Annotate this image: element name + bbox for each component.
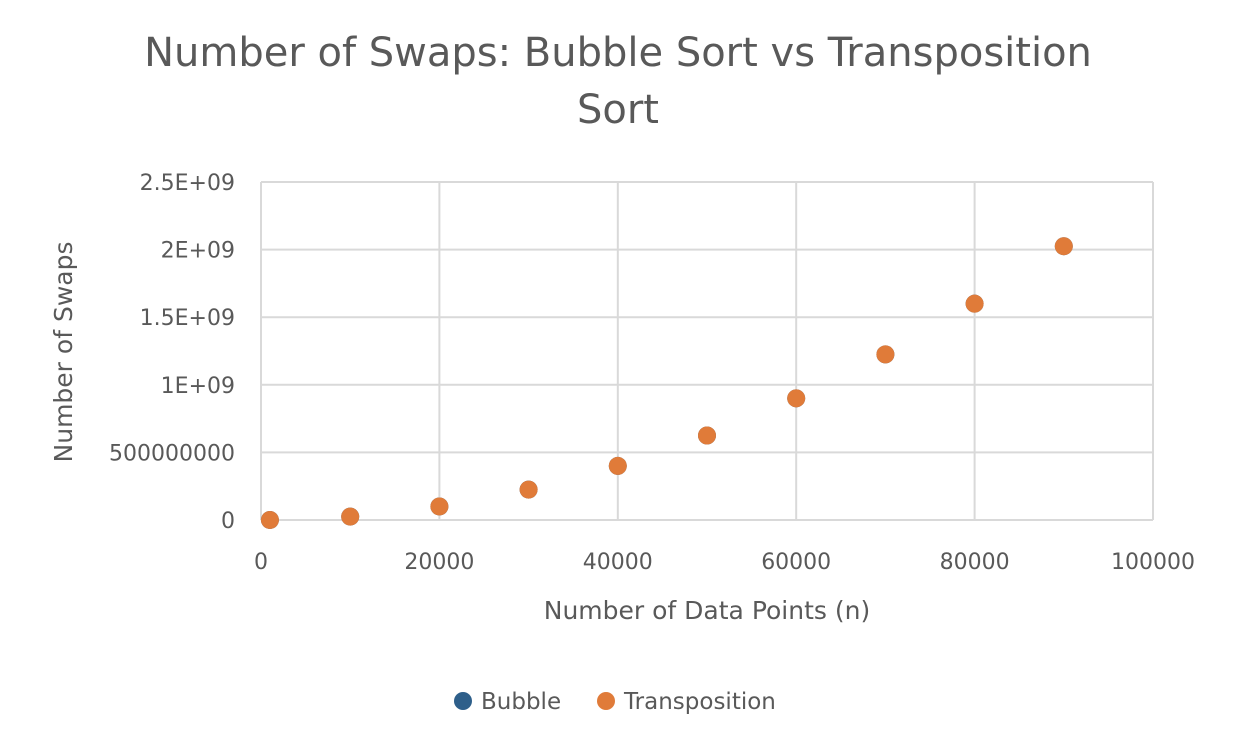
data-point-transposition: [519, 480, 538, 499]
y-tick-label: 1.5E+09: [140, 306, 235, 331]
y-axis-title: Number of Swaps: [49, 242, 78, 463]
chart-title-line-1: Number of Swaps: Bubble Sort vs Transpos…: [144, 30, 1092, 76]
data-point-transposition: [341, 507, 360, 526]
x-tick-label: 40000: [583, 550, 653, 575]
data-point-transposition: [965, 294, 984, 313]
legend-label-bubble: Bubble: [481, 689, 561, 715]
x-tick-label: 80000: [940, 550, 1010, 575]
chart-title-line-2: Sort: [577, 87, 659, 133]
y-tick-label: 0: [221, 509, 235, 534]
x-tick-label: 100000: [1111, 550, 1195, 575]
y-axis-ticks: 0 500000000 1E+09 1.5E+09 2E+09 2.5E+09: [109, 171, 235, 534]
x-axis-ticks: 0 20000 40000 60000 80000 100000: [254, 550, 1195, 575]
data-point-transposition: [260, 510, 279, 529]
grid-lines: [260, 181, 1154, 521]
y-tick-label: 2E+09: [161, 239, 235, 264]
x-tick-label: 20000: [404, 550, 474, 575]
x-axis-title: Number of Data Points (n): [544, 596, 870, 625]
data-point-transposition: [787, 389, 806, 408]
legend: Bubble Transposition: [454, 689, 776, 715]
legend-label-transposition: Transposition: [623, 689, 776, 715]
chart-title: Number of Swaps: Bubble Sort vs Transpos…: [144, 30, 1092, 133]
legend-marker-bubble: [454, 692, 472, 710]
data-points: [260, 237, 1073, 529]
data-point-transposition: [430, 497, 449, 516]
y-tick-label: 1E+09: [161, 374, 235, 399]
x-tick-label: 0: [254, 550, 268, 575]
x-tick-label: 60000: [761, 550, 831, 575]
data-point-transposition: [698, 426, 716, 445]
y-tick-label: 2.5E+09: [140, 171, 235, 196]
y-tick-label: 500000000: [109, 441, 235, 466]
data-point-transposition: [876, 345, 895, 364]
data-point-transposition: [608, 456, 627, 475]
data-point-transposition: [1054, 237, 1073, 256]
legend-marker-transposition: [597, 692, 615, 710]
